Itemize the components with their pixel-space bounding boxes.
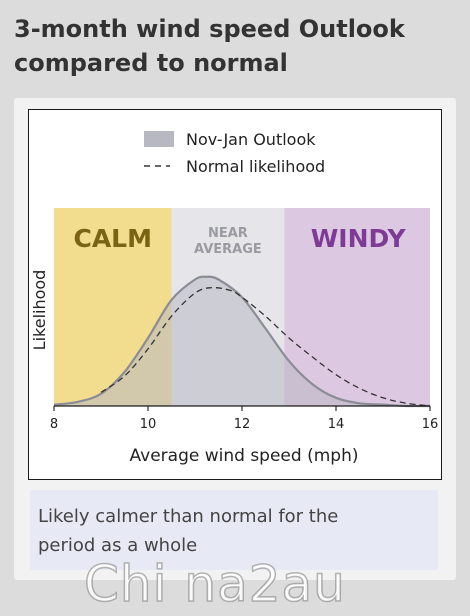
x-axis-label: Average wind speed (mph) <box>130 446 359 466</box>
x-tick-label-10: 10 <box>140 417 157 432</box>
band-label-windy: WINDY <box>311 224 407 253</box>
outlook-line <box>53 275 431 408</box>
x-tick-label-14: 14 <box>328 417 345 432</box>
x-tick-label-12: 12 <box>234 417 251 432</box>
chart-title-line-2: compared to normal <box>14 49 288 77</box>
band-label-near-line-1: NEAR <box>208 226 248 241</box>
legend-swatch-outlook <box>144 131 174 147</box>
x-tick-label-16: 16 <box>422 417 439 432</box>
band-label-calm: CALM <box>73 224 152 253</box>
legend-label-normal: Normal likelihood <box>186 157 325 176</box>
band-label-near-line-2: AVERAGE <box>194 242 262 257</box>
caption-line-1: Likely calmer than normal for the <box>38 506 339 527</box>
y-axis-label: Likelihood <box>30 270 49 351</box>
caption-box: Likely calmer than normal for the period… <box>30 490 438 570</box>
chart-title-line-1: 3-month wind speed Outlook <box>14 15 405 43</box>
x-tick-label-8: 8 <box>50 417 58 432</box>
caption-text: Likely calmer than normal for the period… <box>38 502 438 560</box>
chart-title: 3-month wind speed Outlook compared to n… <box>14 12 454 80</box>
legend-label-outlook: Nov-Jan Outlook <box>186 130 316 149</box>
watermark: Chi na2au <box>83 554 346 614</box>
outlook-area <box>54 276 430 407</box>
caption-line-2: period as a whole <box>38 535 198 556</box>
normal-likelihood-line <box>100 286 431 407</box>
band-windy <box>284 208 430 406</box>
